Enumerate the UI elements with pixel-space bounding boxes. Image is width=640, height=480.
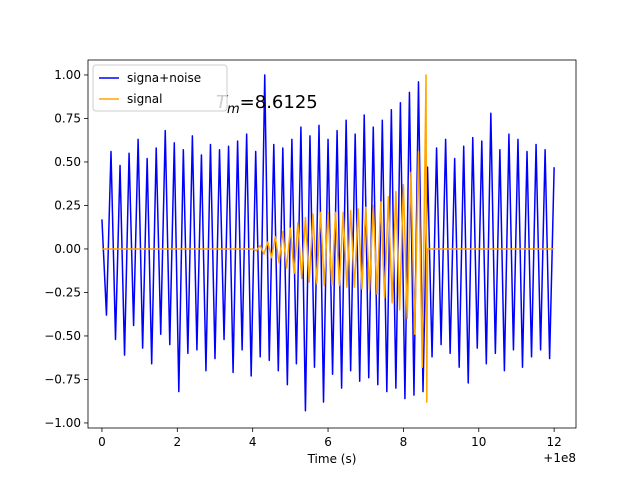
- axes-frame: [87, 59, 577, 429]
- plot-area: [101, 74, 555, 412]
- series-line: [101, 74, 555, 403]
- x-tick-label: 10: [471, 435, 486, 449]
- legend-label: signal: [127, 92, 163, 106]
- x-tick-label: 8: [400, 435, 408, 449]
- series-line: [101, 74, 555, 412]
- annotation-subscript: m: [227, 102, 240, 117]
- y-tick-label: 0.75: [54, 111, 81, 125]
- y-tick-label: −0.75: [44, 372, 81, 386]
- y-tick-label: 0.50: [54, 155, 81, 169]
- x-axis-label: Time (s): [307, 452, 357, 466]
- y-tick-label: 1.00: [54, 68, 81, 82]
- x-tick-label: 2: [173, 435, 181, 449]
- legend-box: [92, 64, 228, 112]
- y-tick-label: −0.25: [44, 285, 81, 299]
- y-tick-label: 0.25: [54, 198, 81, 212]
- y-tick-label: −1.00: [44, 416, 81, 430]
- legend-label: signa+noise: [127, 71, 201, 85]
- legend: signa+noise signal: [92, 64, 228, 112]
- annotation-text: =8.6125: [240, 92, 318, 113]
- x-tick-label: 4: [249, 435, 257, 449]
- x-tick-label: 12: [547, 435, 562, 449]
- x-tick-label: 6: [324, 435, 332, 449]
- x-tick-label: 0: [98, 435, 106, 449]
- y-tick-label: 0.00: [54, 242, 81, 256]
- x-offset-label: +1e8: [543, 451, 576, 465]
- y-tick-label: −0.50: [44, 329, 81, 343]
